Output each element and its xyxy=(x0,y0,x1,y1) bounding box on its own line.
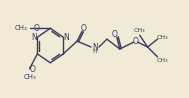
Text: CH₃: CH₃ xyxy=(157,35,168,40)
Text: N: N xyxy=(32,33,37,42)
Text: CH₃: CH₃ xyxy=(24,74,37,80)
Text: O: O xyxy=(80,24,86,33)
Text: N: N xyxy=(63,33,69,42)
Text: O: O xyxy=(29,65,35,74)
Text: O: O xyxy=(33,24,39,33)
Text: O: O xyxy=(112,30,118,39)
Text: CH₃: CH₃ xyxy=(15,25,27,31)
Text: N: N xyxy=(92,43,98,52)
Text: CH₃: CH₃ xyxy=(134,28,146,33)
Text: H: H xyxy=(93,49,97,54)
Text: O: O xyxy=(133,37,139,46)
Text: CH₃: CH₃ xyxy=(157,58,168,63)
